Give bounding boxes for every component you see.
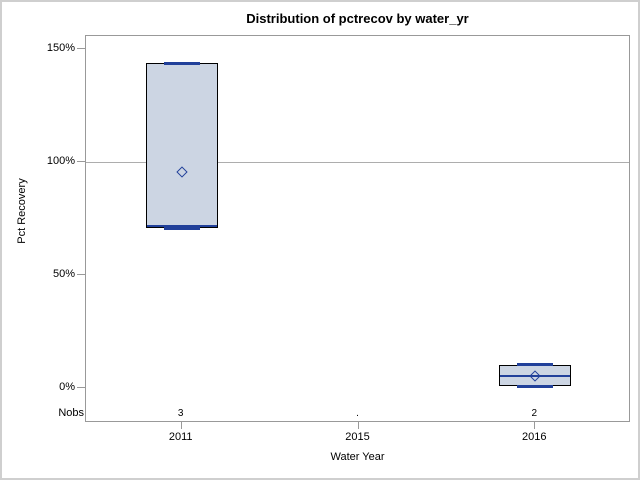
y-tick-mark — [77, 161, 85, 162]
y-tick-label: 0% — [59, 381, 75, 393]
box-2011 — [145, 63, 218, 229]
nobs-value: 3 — [177, 408, 184, 419]
nobs-row-label: Nobs — [58, 407, 84, 419]
y-tick-mark — [77, 274, 85, 275]
median-line — [500, 375, 571, 378]
whisker-cap-max — [163, 61, 200, 65]
y-tick-label: 150% — [46, 42, 75, 54]
nobs-value: . — [356, 408, 359, 419]
y-tick-mark — [77, 387, 85, 388]
x-tick-mark — [180, 422, 182, 429]
median-line — [146, 224, 217, 227]
y-tick-label: 100% — [46, 155, 75, 167]
y-axis-label: Pct Recovery — [16, 178, 28, 244]
y-tick-label: 50% — [52, 268, 75, 280]
y-tick-mark — [77, 48, 85, 49]
x-tick-mark — [357, 422, 359, 429]
x-axis-label: Water Year — [330, 451, 385, 463]
whisker-cap-max — [517, 363, 554, 367]
whisker-cap-min — [517, 384, 554, 388]
plot-area — [85, 35, 630, 422]
nobs-value: 2 — [531, 408, 538, 419]
chart-title: Distribution of pctrecov by water_yr — [246, 11, 469, 26]
x-tick-label: 2016 — [522, 431, 547, 443]
x-tick-label: 2011 — [168, 431, 193, 443]
whisker-cap-min — [163, 226, 200, 230]
reference-line — [86, 162, 629, 163]
x-tick-mark — [534, 422, 536, 429]
x-tick-label: 2015 — [345, 431, 370, 443]
